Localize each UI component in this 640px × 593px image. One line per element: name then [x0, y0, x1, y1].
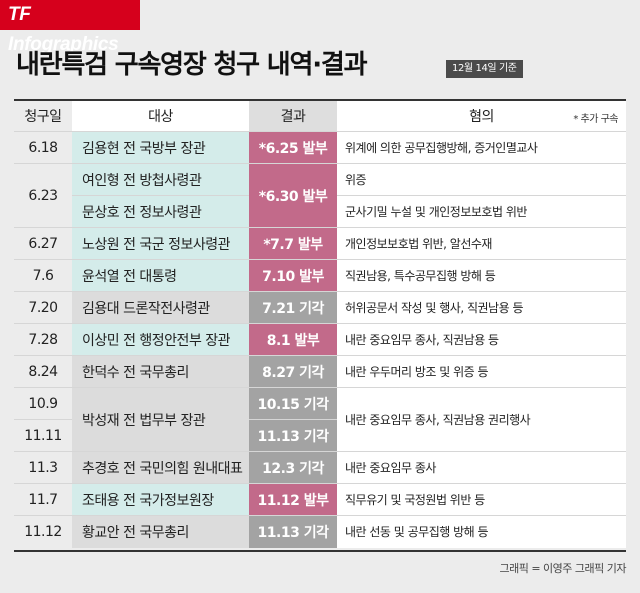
row-result: 11.13 기각: [249, 419, 337, 452]
row-target: 이상민 전 행정안전부 장관: [72, 323, 249, 356]
row-target: 황교안 전 국무총리: [72, 515, 249, 548]
row-date: 11.11: [14, 419, 72, 452]
header-target: 대상: [72, 101, 249, 132]
row-date: 6.18: [14, 131, 72, 164]
row-result: 11.13 기각: [249, 515, 337, 548]
row-target: 여인형 전 방첩사령관: [72, 163, 249, 196]
table-row: 11.11 11.13 기각: [14, 419, 626, 452]
graphic-credit: 그래픽 = 이영주 그래픽 기자: [499, 562, 626, 575]
row-date: 7.6: [14, 259, 72, 292]
row-reason: 내란 중요임무 종사, 직권남용 권리행사: [337, 387, 626, 452]
row-date: 10.9: [14, 387, 72, 420]
page-title: 내란특검 구속영장 청구 내역·결과: [16, 50, 368, 80]
header-reason: 혐의 * 추가 구속: [337, 101, 626, 132]
row-date: 11.3: [14, 451, 72, 484]
table-row: 6.18 김용현 전 국방부 장관 *6.25 발부 위계에 의한 공무집행방해…: [14, 131, 626, 164]
table-row: 7.6 윤석열 전 대통령 7.10 발부 직권남용, 특수공무집행 방해 등: [14, 259, 626, 292]
row-result: 10.15 기각: [249, 387, 337, 420]
row-reason: 허위공문서 작성 및 행사, 직권남용 등: [337, 291, 626, 324]
row-target: 윤석열 전 대통령: [72, 259, 249, 292]
row-target: 조태용 전 국가정보원장: [72, 483, 249, 516]
row-target: 김용대 드론작전사령관: [72, 291, 249, 324]
table-row: 6.27 노상원 전 국군 정보사령관 *7.7 발부 개인정보보호법 위반, …: [14, 227, 626, 260]
table-row: 7.20 김용대 드론작전사령관 7.21 기각 허위공문서 작성 및 행사, …: [14, 291, 626, 324]
table-row: 문상호 전 정보사령관 군사기밀 누설 및 개인정보보호법 위반: [14, 195, 626, 228]
table-row: 11.3 추경호 전 국민의힘 원내대표 12.3 기각 내란 중요임무 종사: [14, 451, 626, 484]
warrant-table: 청구일 대상 결과 혐의 * 추가 구속 6.18 김용현 전 국방부 장관 *…: [14, 101, 626, 548]
row-target: 노상원 전 국군 정보사령관: [72, 227, 249, 260]
row-date: 6.23: [14, 163, 72, 228]
row-reason: 직권남용, 특수공무집행 방해 등: [337, 259, 626, 292]
header-reason-label: 혐의: [469, 109, 494, 125]
row-date: 6.27: [14, 227, 72, 260]
row-date: 11.12: [14, 515, 72, 548]
table-row: 10.9 박성재 전 법무부 장관 10.15 기각 내란 중요임무 종사, 직…: [14, 387, 626, 452]
row-date: 11.7: [14, 483, 72, 516]
row-reason: 내란 우두머리 방조 및 위증 등: [337, 355, 626, 388]
header-result: 결과: [249, 101, 337, 132]
row-reason: 내란 중요임무 종사: [337, 451, 626, 484]
table-row: 7.28 이상민 전 행정안전부 장관 8.1 발부 내란 중요임무 종사, 직…: [14, 323, 626, 356]
footnote-additional-arrest: * 추가 구속: [573, 114, 618, 125]
row-date: 7.20: [14, 291, 72, 324]
row-reason: 위증: [337, 163, 626, 196]
row-reason: 위계에 의한 공무집행방해, 증거인멸교사: [337, 131, 626, 164]
row-reason: 내란 중요임무 종사, 직권남용 등: [337, 323, 626, 356]
header-date: 청구일: [14, 101, 72, 132]
row-target: 박성재 전 법무부 장관: [72, 387, 249, 452]
brand-logo: TF Infographics: [0, 0, 140, 55]
row-result: 12.3 기각: [249, 451, 337, 484]
row-result: 8.1 발부: [249, 323, 337, 356]
table-row: 8.24 한덕수 전 국무총리 8.27 기각 내란 우두머리 방조 및 위증 …: [14, 355, 626, 388]
table-row: 11.7 조태용 전 국가정보원장 11.12 발부 직무유기 및 국정원법 위…: [14, 483, 626, 516]
row-result: 7.21 기각: [249, 291, 337, 324]
row-reason: 군사기밀 누설 및 개인정보보호법 위반: [337, 195, 626, 228]
row-target: 김용현 전 국방부 장관: [72, 131, 249, 164]
table-header-row: 청구일 대상 결과 혐의 * 추가 구속: [14, 101, 626, 132]
table-bottom-rule: [14, 550, 626, 552]
table-row: 11.12 황교안 전 국무총리 11.13 기각 내란 선동 및 공무집행 방…: [14, 515, 626, 548]
row-result: *6.30 발부: [249, 163, 337, 228]
row-reason: 내란 선동 및 공무집행 방해 등: [337, 515, 626, 548]
row-result: 7.10 발부: [249, 259, 337, 292]
row-date: 8.24: [14, 355, 72, 388]
row-date: 7.28: [14, 323, 72, 356]
table-top-rule: [14, 99, 626, 101]
date-badge: 12월 14일 기준: [446, 60, 523, 78]
table-row: 6.23 여인형 전 방첩사령관 *6.30 발부 위증: [14, 163, 626, 228]
row-result: *7.7 발부: [249, 227, 337, 260]
row-result: *6.25 발부: [249, 131, 337, 164]
row-target: 추경호 전 국민의힘 원내대표: [72, 451, 249, 484]
row-result: 11.12 발부: [249, 483, 337, 516]
row-result: 8.27 기각: [249, 355, 337, 388]
row-target: 문상호 전 정보사령관: [72, 195, 249, 228]
row-reason: 직무유기 및 국정원법 위반 등: [337, 483, 626, 516]
row-target: 한덕수 전 국무총리: [72, 355, 249, 388]
row-reason: 개인정보보호법 위반, 알선수재: [337, 227, 626, 260]
